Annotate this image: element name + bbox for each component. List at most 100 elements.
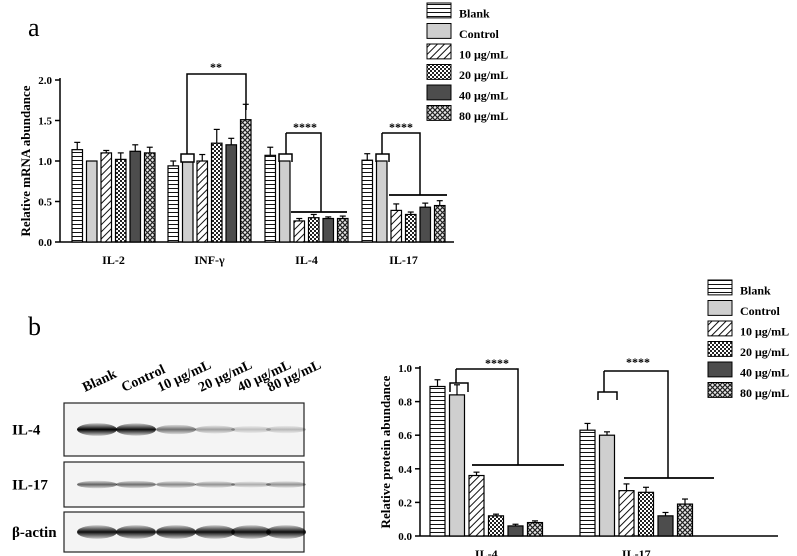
legend-label: 80 μg/mL bbox=[459, 109, 508, 123]
blot-row-label: IL-4 bbox=[12, 423, 41, 439]
significance-bracket bbox=[456, 368, 519, 465]
bar bbox=[143, 152, 156, 243]
legend-swatch bbox=[707, 300, 733, 316]
y-tick-label: 0.5 bbox=[38, 197, 52, 209]
bar bbox=[293, 220, 306, 243]
blot-band bbox=[156, 525, 196, 539]
legend-label: Blank bbox=[459, 6, 490, 20]
legend-label: 20 μg/mL bbox=[740, 345, 789, 359]
blot-band bbox=[195, 525, 235, 539]
significance-bracket bbox=[186, 73, 247, 158]
legend-label: Control bbox=[740, 304, 780, 318]
chart-a-mrna: 0.0 0.5 1.0 1.5 2.0 Relative mRNA abundance IL… bbox=[18, 60, 454, 267]
bar bbox=[225, 144, 238, 243]
bar bbox=[322, 217, 335, 243]
y-tick-label: 1.0 bbox=[398, 363, 412, 375]
bar bbox=[390, 209, 403, 243]
legend-swatch bbox=[707, 279, 733, 296]
blot-band bbox=[231, 426, 271, 433]
y-tick-label: 0.0 bbox=[398, 531, 412, 543]
y-tick-label: 0.2 bbox=[398, 497, 412, 509]
y-axis-label: Relative protein abundance bbox=[378, 375, 393, 528]
bar bbox=[375, 160, 388, 243]
panel-label-b: b bbox=[28, 312, 41, 341]
blot-band bbox=[77, 525, 117, 539]
significance-label: **** bbox=[626, 355, 650, 369]
blot-band bbox=[116, 423, 156, 436]
bar bbox=[507, 525, 524, 537]
blot-band bbox=[231, 525, 271, 539]
bar bbox=[676, 503, 694, 537]
bar bbox=[657, 515, 674, 537]
bar bbox=[85, 160, 98, 243]
legend-swatch bbox=[426, 64, 452, 80]
bar bbox=[598, 434, 616, 537]
category-label: IL-2 bbox=[102, 253, 125, 267]
bar bbox=[210, 142, 223, 243]
y-tick-label: 1.5 bbox=[38, 116, 52, 128]
legend-label: 80 μg/mL bbox=[740, 386, 789, 400]
legend-swatch bbox=[707, 320, 733, 337]
y-tick-label: 0.6 bbox=[398, 430, 412, 442]
significance-label: ** bbox=[210, 60, 222, 74]
bar bbox=[637, 491, 655, 537]
blot-band bbox=[116, 525, 156, 539]
panel-label-a: a bbox=[28, 13, 40, 42]
y-tick-label: 0.8 bbox=[398, 397, 412, 409]
legend-label: 20 μg/mL bbox=[459, 68, 508, 82]
significance-label: **** bbox=[293, 120, 317, 134]
significance-bracket bbox=[286, 132, 322, 212]
legend-swatch bbox=[426, 84, 452, 101]
blot-band bbox=[116, 480, 156, 489]
y-axis-label: Relative mRNA abundance bbox=[18, 85, 33, 236]
bar bbox=[129, 150, 142, 243]
blot-band bbox=[77, 423, 117, 436]
blot-band bbox=[231, 481, 271, 488]
legend-label: 40 μg/mL bbox=[740, 365, 789, 379]
bracket-box bbox=[278, 153, 293, 162]
category-label: IL-4 bbox=[295, 253, 318, 267]
bar bbox=[468, 474, 485, 537]
legend-swatch bbox=[426, 2, 452, 19]
bar bbox=[429, 385, 446, 537]
legend-swatch bbox=[707, 361, 733, 378]
bar bbox=[336, 217, 349, 243]
y-tick-label: 0.4 bbox=[398, 464, 412, 476]
legend-swatch bbox=[707, 341, 733, 357]
legend-swatch bbox=[426, 23, 452, 39]
blot-band bbox=[266, 425, 306, 434]
blot-row-label: β-actin bbox=[12, 525, 57, 541]
legend-label: Control bbox=[459, 27, 499, 41]
y-tick-label: 0.0 bbox=[38, 237, 52, 249]
category-label: INF-γ bbox=[194, 253, 225, 267]
significance-label: **** bbox=[485, 356, 509, 370]
legend-swatch bbox=[707, 382, 733, 398]
bar bbox=[264, 154, 277, 243]
category-label: IL-4 bbox=[475, 547, 498, 556]
legend-label: 10 μg/mL bbox=[740, 324, 789, 338]
bar bbox=[433, 204, 446, 243]
legend-swatch bbox=[426, 43, 452, 60]
bar bbox=[448, 394, 466, 537]
blot-band bbox=[266, 525, 306, 539]
y-tick-label: 2.0 bbox=[38, 75, 52, 87]
bracket-box bbox=[180, 153, 195, 163]
blot-row-label: IL-17 bbox=[12, 478, 48, 494]
legend-label: 10 μg/mL bbox=[459, 47, 508, 61]
bar bbox=[579, 429, 596, 537]
bar bbox=[196, 160, 209, 243]
bar bbox=[167, 165, 180, 243]
bar bbox=[278, 160, 291, 243]
blot-band bbox=[156, 481, 196, 488]
bar bbox=[361, 159, 374, 243]
bracket-box bbox=[375, 153, 390, 162]
category-label: IL-17 bbox=[389, 253, 418, 267]
blot-band bbox=[195, 425, 235, 434]
bar bbox=[487, 515, 505, 537]
blot-band bbox=[266, 481, 306, 488]
bar bbox=[100, 152, 113, 243]
bracket-box bbox=[597, 391, 618, 400]
bar bbox=[181, 160, 194, 243]
